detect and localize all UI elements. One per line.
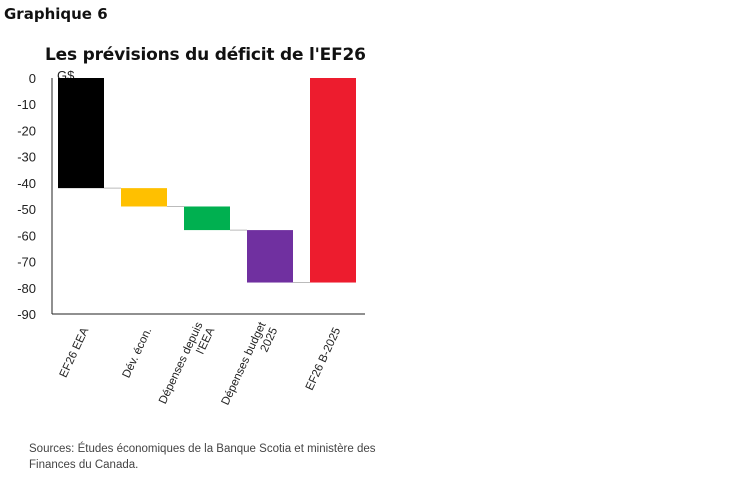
y-tick-label: -90 <box>17 307 36 322</box>
chart-title: Les prévisions du déficit de l'EF26 <box>45 45 366 65</box>
source-note: Sources: Études économiques de la Banque… <box>29 443 376 471</box>
y-axis: 0-10-20-30-40-50-60-70-80-90G$ <box>17 68 75 322</box>
y-tick-label: -20 <box>17 123 36 138</box>
bar-1 <box>58 78 104 189</box>
y-tick-label: -70 <box>17 255 36 270</box>
y-tick-label: -40 <box>17 176 36 191</box>
category-label-line: Dév. écon. <box>121 326 155 380</box>
bar-4 <box>247 230 293 283</box>
figure-label: Graphique 6 <box>4 5 108 23</box>
y-tick-label: -80 <box>17 281 36 296</box>
category-label-line: Dépenses budget <box>220 320 269 408</box>
connectors <box>104 187 310 284</box>
y-tick-label: -50 <box>17 202 36 217</box>
y-tick-label: 0 <box>29 71 36 86</box>
bar-3 <box>184 206 230 231</box>
bars <box>58 78 356 283</box>
category-label-line: Dépenses depuis <box>157 320 206 406</box>
y-tick-label: -30 <box>17 150 36 165</box>
category-label: Dév. écon. <box>121 326 155 380</box>
bar-5 <box>310 78 356 283</box>
bar-2 <box>121 188 167 207</box>
category-label: EF26 EEA <box>58 326 92 380</box>
category-label: EF26 B-2025 <box>304 326 344 392</box>
category-label-line: EF26 EEA <box>58 326 92 380</box>
y-tick-label: -60 <box>17 228 36 243</box>
category-label-line: EF26 B-2025 <box>304 326 344 392</box>
y-tick-label: -10 <box>17 97 36 112</box>
